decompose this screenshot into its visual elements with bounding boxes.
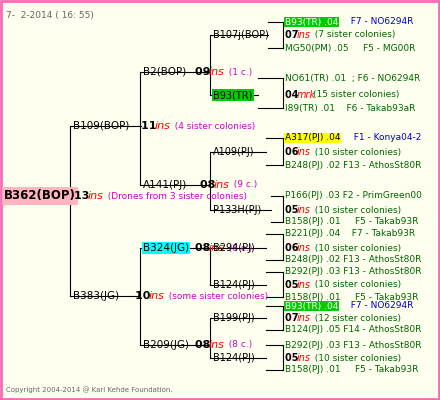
Text: A317(PJ) .04: A317(PJ) .04	[285, 134, 341, 142]
Text: B93(TR): B93(TR)	[213, 90, 253, 100]
Text: ins: ins	[297, 205, 311, 215]
Text: B248(PJ) .02 F13 - AthosSt80R: B248(PJ) .02 F13 - AthosSt80R	[285, 256, 422, 264]
Text: 05: 05	[285, 205, 302, 215]
Text: (8 c.): (8 c.)	[223, 244, 252, 252]
Text: 06: 06	[285, 243, 302, 253]
Text: ins: ins	[297, 30, 311, 40]
Text: ins: ins	[209, 67, 225, 77]
Text: B158(PJ) .01     F5 - Takab93R: B158(PJ) .01 F5 - Takab93R	[285, 218, 418, 226]
Text: B158(PJ) .01     F5 - Takab93R: B158(PJ) .01 F5 - Takab93R	[285, 366, 418, 374]
Text: 10: 10	[135, 291, 154, 301]
Text: (1 c.): (1 c.)	[223, 68, 252, 76]
Text: B124(PJ): B124(PJ)	[213, 280, 255, 290]
Text: 08: 08	[195, 243, 214, 253]
Text: F7 - NO6294R: F7 - NO6294R	[345, 18, 413, 26]
Text: ins: ins	[297, 147, 311, 157]
Text: P166(PJ) .03 F2 - PrimGreen00: P166(PJ) .03 F2 - PrimGreen00	[285, 192, 422, 200]
Text: ins: ins	[88, 191, 104, 201]
Text: B221(PJ) .04    F7 - Takab93R: B221(PJ) .04 F7 - Takab93R	[285, 230, 415, 238]
Text: 07: 07	[285, 30, 302, 40]
Text: (10 sister colonies): (10 sister colonies)	[309, 354, 401, 362]
Text: (10 sister colonies): (10 sister colonies)	[309, 280, 401, 290]
Text: (9 c.): (9 c.)	[228, 180, 257, 190]
Text: B292(PJ) .03 F13 - AthosSt80R: B292(PJ) .03 F13 - AthosSt80R	[285, 340, 422, 350]
Text: (4 sister colonies): (4 sister colonies)	[169, 122, 255, 130]
Text: NO61(TR) .01  ; F6 - NO6294R: NO61(TR) .01 ; F6 - NO6294R	[285, 74, 420, 82]
Text: (10 sister colonies): (10 sister colonies)	[309, 244, 401, 252]
Text: 08: 08	[195, 340, 214, 350]
Text: B109(BOP): B109(BOP)	[73, 121, 129, 131]
Text: (10 sister colonies): (10 sister colonies)	[309, 148, 401, 156]
Text: (some sister colonies): (some sister colonies)	[163, 292, 268, 300]
Text: 07: 07	[285, 313, 302, 323]
Text: B93(TR) .04: B93(TR) .04	[285, 18, 338, 26]
Text: (15 sister colonies): (15 sister colonies)	[313, 90, 400, 100]
Text: ins: ins	[214, 180, 230, 190]
Text: (10 sister colonies): (10 sister colonies)	[309, 206, 401, 214]
Text: 04: 04	[285, 90, 302, 100]
Text: 06: 06	[285, 147, 302, 157]
Text: (12 sister colonies): (12 sister colonies)	[309, 314, 401, 322]
Text: B294(PJ): B294(PJ)	[213, 243, 255, 253]
Text: (Drones from 3 sister colonies): (Drones from 3 sister colonies)	[102, 192, 247, 200]
Text: A109(PJ): A109(PJ)	[213, 147, 254, 157]
Text: B292(PJ) .03 F13 - AthosSt80R: B292(PJ) .03 F13 - AthosSt80R	[285, 268, 422, 276]
Text: ins: ins	[149, 291, 165, 301]
Text: ins: ins	[297, 313, 311, 323]
Text: ins: ins	[155, 121, 171, 131]
Text: (7 sister colonies): (7 sister colonies)	[309, 30, 396, 40]
Text: I89(TR) .01    F6 - Takab93aR: I89(TR) .01 F6 - Takab93aR	[285, 104, 415, 112]
Text: ins: ins	[297, 243, 311, 253]
Text: B107j(BOP): B107j(BOP)	[213, 30, 269, 40]
Text: 11: 11	[141, 121, 160, 131]
Text: 09: 09	[195, 67, 214, 77]
Text: B383(JG): B383(JG)	[73, 291, 119, 301]
Text: B158(PJ) .01     F5 - Takab93R: B158(PJ) .01 F5 - Takab93R	[285, 292, 418, 302]
Text: mrk: mrk	[297, 90, 316, 100]
Text: A141(PJ): A141(PJ)	[143, 180, 187, 190]
Text: B2(BOP): B2(BOP)	[143, 67, 186, 77]
Text: B124(PJ) .05 F14 - AthosSt80R: B124(PJ) .05 F14 - AthosSt80R	[285, 326, 422, 334]
Text: B324(JG): B324(JG)	[143, 243, 189, 253]
Text: 05: 05	[285, 280, 302, 290]
Text: Copyright 2004-2014 @ Karl Kehde Foundation.: Copyright 2004-2014 @ Karl Kehde Foundat…	[6, 386, 172, 393]
Text: ins: ins	[209, 340, 225, 350]
Text: F1 - Konya04-2: F1 - Konya04-2	[348, 134, 422, 142]
Text: B362(BOP): B362(BOP)	[4, 190, 76, 202]
Text: ins: ins	[209, 243, 225, 253]
Text: 7-  2-2014 ( 16: 55): 7- 2-2014 ( 16: 55)	[6, 11, 94, 20]
Text: B248(PJ) .02 F13 - AthosSt80R: B248(PJ) .02 F13 - AthosSt80R	[285, 160, 422, 170]
Text: P133H(PJ): P133H(PJ)	[213, 205, 261, 215]
Text: B199(PJ): B199(PJ)	[213, 313, 255, 323]
Text: B124(PJ): B124(PJ)	[213, 353, 255, 363]
Text: B209(JG): B209(JG)	[143, 340, 189, 350]
Text: F7 - NO6294R: F7 - NO6294R	[345, 302, 413, 310]
Text: ins: ins	[297, 353, 311, 363]
Text: 05: 05	[285, 353, 302, 363]
Text: 13: 13	[74, 191, 93, 201]
Text: B93(TR) .04: B93(TR) .04	[285, 302, 338, 310]
Text: (8 c.): (8 c.)	[223, 340, 252, 350]
Text: MG50(PM) .05     F5 - MG00R: MG50(PM) .05 F5 - MG00R	[285, 44, 415, 52]
Text: ins: ins	[297, 280, 311, 290]
Text: 08: 08	[200, 180, 219, 190]
